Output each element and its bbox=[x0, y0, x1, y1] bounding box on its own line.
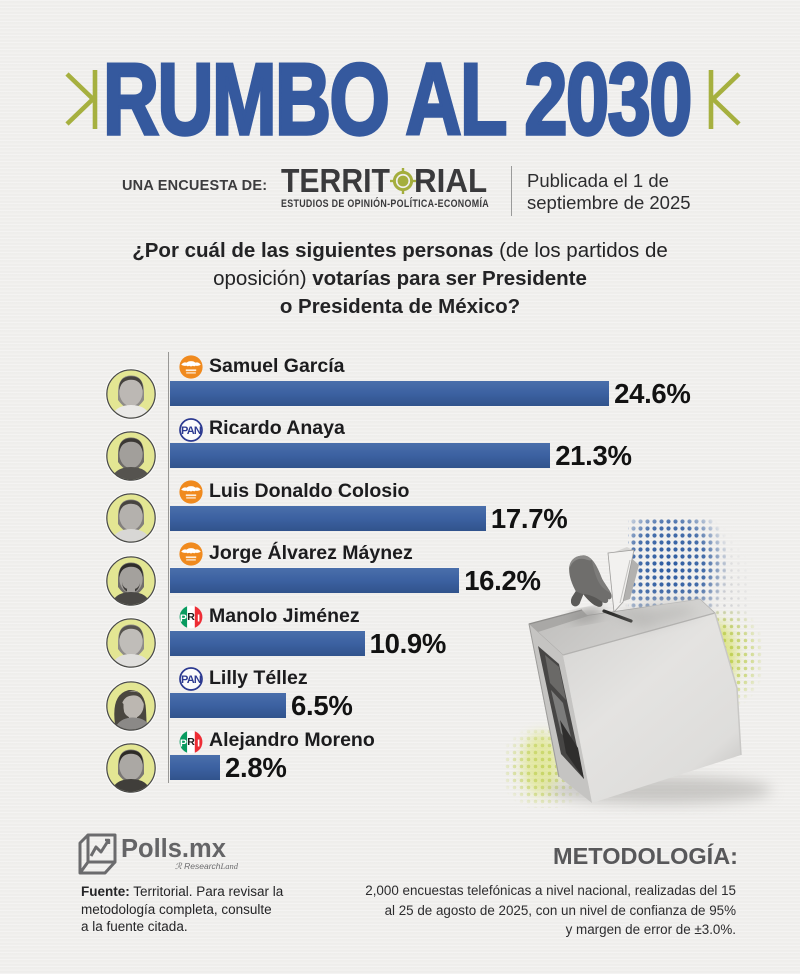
svg-text:I: I bbox=[197, 737, 200, 749]
svg-text:R: R bbox=[187, 735, 195, 747]
svg-text:PAN: PAN bbox=[181, 674, 202, 686]
svg-text:P: P bbox=[180, 612, 187, 624]
svg-text:R: R bbox=[187, 611, 195, 623]
svg-text:P: P bbox=[180, 737, 187, 749]
svg-text:I: I bbox=[197, 612, 200, 624]
svg-text:PAN: PAN bbox=[181, 424, 202, 436]
